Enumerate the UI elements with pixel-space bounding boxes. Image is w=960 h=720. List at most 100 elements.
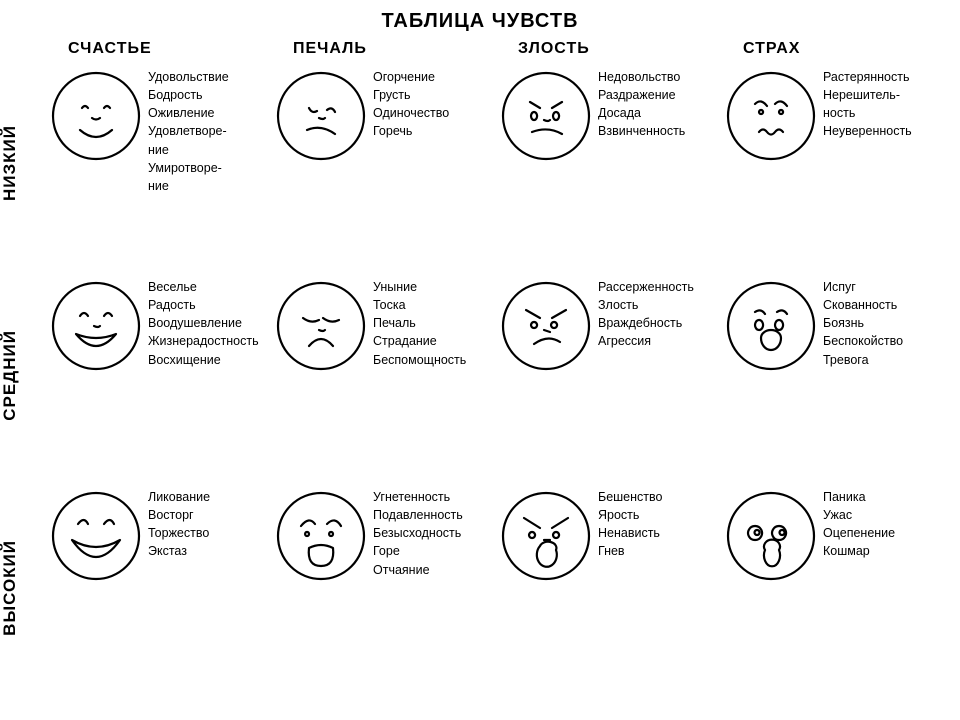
word-item: Растерянность — [823, 68, 912, 86]
word-item: ние — [148, 141, 229, 159]
words-high-anger: БешенствоЯростьНенавистьГнев — [592, 486, 662, 561]
face-happy-mid-icon — [50, 280, 142, 372]
row-low: УдовольствиеБодростьОживлениеУдовлетворе… — [50, 66, 950, 236]
word-item: Подавленность — [373, 506, 463, 524]
word-item: Одиночество — [373, 104, 449, 122]
cell-low-anger: НедовольствоРаздражениеДосадаВзвинченнос… — [500, 66, 725, 236]
cell-mid-sadness: УныниеТоскаПечальСтраданиеБеспомощность — [275, 276, 500, 446]
word-item: Оцепенение — [823, 524, 895, 542]
word-item: Неуверенность — [823, 122, 912, 140]
word-item: Нерешитель- — [823, 86, 912, 104]
word-item: ность — [823, 104, 912, 122]
column-headers: СЧАСТЬЕ ПЕЧАЛЬ ЗЛОСТЬ СТРАХ — [50, 40, 950, 58]
row-label-low: НИЗКИЙ — [0, 125, 40, 201]
word-item: Восторг — [148, 506, 210, 524]
word-item: Беспокойство — [823, 332, 903, 350]
face-fear-low-icon — [725, 70, 817, 162]
face-happy-low-icon — [50, 70, 142, 162]
word-item: Горечь — [373, 122, 449, 140]
row-label-high: ВЫСОКИЙ — [0, 540, 40, 636]
word-item: Паника — [823, 488, 895, 506]
words-low-happiness: УдовольствиеБодростьОживлениеУдовлетворе… — [142, 66, 229, 195]
word-item: Взвинченность — [598, 122, 685, 140]
words-low-sadness: ОгорчениеГрустьОдиночествоГоречь — [367, 66, 449, 141]
cell-low-fear: РастерянностьНерешитель-ностьНеувереннос… — [725, 66, 950, 236]
face-sad-high-icon — [275, 490, 367, 582]
word-item: Огорчение — [373, 68, 449, 86]
word-item: Ярость — [598, 506, 662, 524]
face-sad-mid-icon — [275, 280, 367, 372]
word-item: Бешенство — [598, 488, 662, 506]
word-item: Злость — [598, 296, 694, 314]
words-mid-anger: РассерженностьЗлостьВраждебностьАгрессия — [592, 276, 694, 351]
words-high-happiness: ЛикованиеВосторгТоржествоЭкстаз — [142, 486, 210, 561]
row-high: ЛикованиеВосторгТоржествоЭкстаз Угнетенн… — [50, 486, 950, 656]
face-sad-low-icon — [275, 70, 367, 162]
cell-mid-fear: ИспугСкованностьБоязньБеспокойствоТревог… — [725, 276, 950, 446]
row-mid: ВесельеРадостьВоодушевлениеЖизнерадостно… — [50, 276, 950, 446]
cell-mid-happiness: ВесельеРадостьВоодушевлениеЖизнерадостно… — [50, 276, 275, 446]
word-item: Угнетенность — [373, 488, 463, 506]
word-item: Отчаяние — [373, 561, 463, 579]
word-item: Ликование — [148, 488, 210, 506]
words-high-fear: ПаникаУжасОцепенениеКошмар — [817, 486, 895, 561]
cell-low-sadness: ОгорчениеГрустьОдиночествоГоречь — [275, 66, 500, 236]
word-item: Восхищение — [148, 351, 259, 369]
face-fear-high-icon — [725, 490, 817, 582]
word-item: Грусть — [373, 86, 449, 104]
cell-high-anger: БешенствоЯростьНенавистьГнев — [500, 486, 725, 656]
word-item: Бодрость — [148, 86, 229, 104]
word-item: Ужас — [823, 506, 895, 524]
word-item: Страдание — [373, 332, 466, 350]
word-item: Раздражение — [598, 86, 685, 104]
word-item: Печаль — [373, 314, 466, 332]
words-low-anger: НедовольствоРаздражениеДосадаВзвинченнос… — [592, 66, 685, 141]
cell-low-happiness: УдовольствиеБодростьОживлениеУдовлетворе… — [50, 66, 275, 236]
cell-high-sadness: УгнетенностьПодавленностьБезысходностьГо… — [275, 486, 500, 656]
word-item: Воодушевление — [148, 314, 259, 332]
word-item: Радость — [148, 296, 259, 314]
word-item: Удовлетворе- — [148, 122, 229, 140]
cell-mid-anger: РассерженностьЗлостьВраждебностьАгрессия — [500, 276, 725, 446]
word-item: Удовольствие — [148, 68, 229, 86]
word-item: Тревога — [823, 351, 903, 369]
col-header-anger: ЗЛОСТЬ — [500, 40, 725, 58]
row-label-mid: СРЕДНИЙ — [0, 330, 40, 421]
word-item: Оживление — [148, 104, 229, 122]
word-item: Скованность — [823, 296, 903, 314]
face-fear-mid-icon — [725, 280, 817, 372]
word-item: Боязнь — [823, 314, 903, 332]
word-item: Гнев — [598, 542, 662, 560]
word-item: Ненависть — [598, 524, 662, 542]
col-header-happiness: СЧАСТЬЕ — [50, 40, 275, 58]
word-item: Умиротворе- — [148, 159, 229, 177]
word-item: ние — [148, 177, 229, 195]
cell-high-happiness: ЛикованиеВосторгТоржествоЭкстаз — [50, 486, 275, 656]
page-title: ТАБЛИЦА ЧУВСТВ — [0, 0, 960, 33]
words-mid-happiness: ВесельеРадостьВоодушевлениеЖизнерадостно… — [142, 276, 259, 369]
face-anger-low-icon — [500, 70, 592, 162]
word-item: Беспомощность — [373, 351, 466, 369]
col-header-fear: СТРАХ — [725, 40, 950, 58]
word-item: Торжество — [148, 524, 210, 542]
col-header-sadness: ПЕЧАЛЬ — [275, 40, 500, 58]
words-mid-fear: ИспугСкованностьБоязньБеспокойствоТревог… — [817, 276, 903, 369]
words-mid-sadness: УныниеТоскаПечальСтраданиеБеспомощность — [367, 276, 466, 369]
cell-high-fear: ПаникаУжасОцепенениеКошмар — [725, 486, 950, 656]
word-item: Веселье — [148, 278, 259, 296]
word-item: Агрессия — [598, 332, 694, 350]
word-item: Досада — [598, 104, 685, 122]
word-item: Испуг — [823, 278, 903, 296]
face-anger-high-icon — [500, 490, 592, 582]
word-item: Горе — [373, 542, 463, 560]
word-item: Экстаз — [148, 542, 210, 560]
face-happy-high-icon — [50, 490, 142, 582]
word-item: Враждебность — [598, 314, 694, 332]
word-item: Уныние — [373, 278, 466, 296]
word-item: Кошмар — [823, 542, 895, 560]
words-high-sadness: УгнетенностьПодавленностьБезысходностьГо… — [367, 486, 463, 579]
feelings-grid: СЧАСТЬЕ ПЕЧАЛЬ ЗЛОСТЬ СТРАХ Удовольствие… — [50, 40, 950, 696]
word-item: Безысходность — [373, 524, 463, 542]
face-anger-mid-icon — [500, 280, 592, 372]
words-low-fear: РастерянностьНерешитель-ностьНеувереннос… — [817, 66, 912, 141]
